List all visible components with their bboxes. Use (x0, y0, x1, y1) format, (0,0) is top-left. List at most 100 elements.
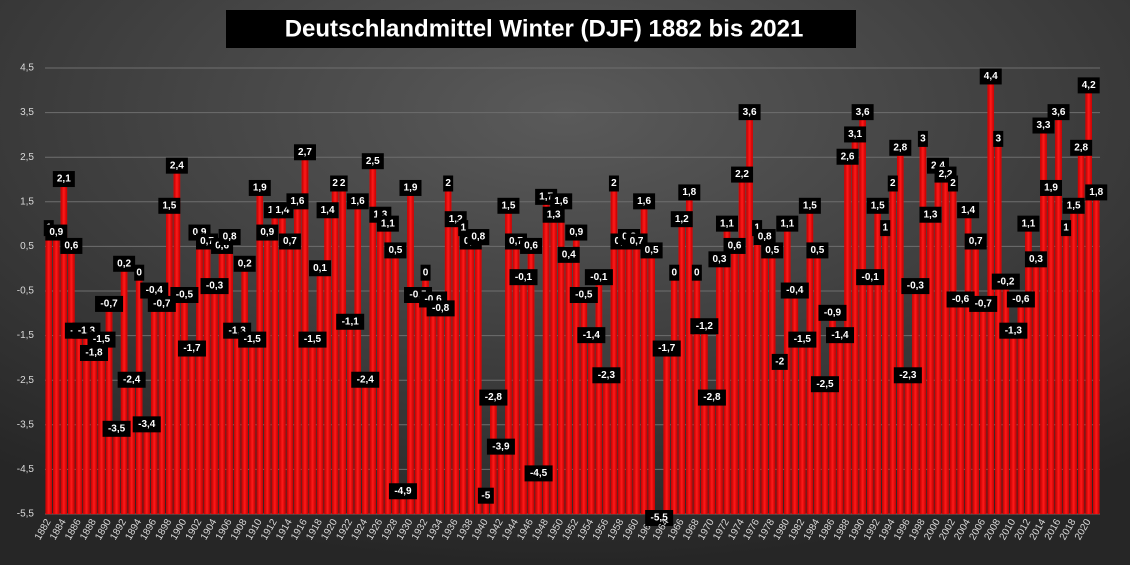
value-label: -1,5 (244, 334, 262, 345)
value-label: 0,9 (569, 227, 583, 238)
bar (407, 183, 414, 515)
value-label: 3,1 (848, 129, 862, 140)
value-label-box (608, 175, 619, 192)
chart-title: Deutschlandmittel Winter (DJF) 1882 bis … (285, 15, 804, 42)
value-label-box (731, 166, 754, 183)
bar (309, 335, 316, 515)
value-label-box (917, 130, 928, 147)
value-label-box (113, 255, 136, 272)
bar (248, 335, 256, 515)
value-label-box (376, 215, 399, 232)
value-label-box (1077, 77, 1100, 94)
bar (459, 223, 467, 515)
bar (196, 228, 203, 515)
bar (761, 232, 768, 515)
value-label-box (524, 465, 553, 482)
value-label-box (520, 237, 543, 254)
value-label: 3 (920, 134, 926, 145)
value-label: 2,7 (298, 147, 312, 158)
value-label: -0,1 (515, 272, 533, 283)
value-label: 1,8 (682, 187, 696, 198)
value-label-box (479, 389, 508, 406)
value-label-box (233, 255, 256, 272)
bar (836, 330, 844, 515)
value-label: 1,9 (253, 183, 267, 194)
bar (1047, 183, 1055, 515)
value-label-box (286, 193, 309, 210)
bar (949, 179, 957, 515)
value-label: -0,4 (786, 285, 804, 296)
value-label-box (1032, 117, 1055, 134)
value-label-box (771, 353, 788, 370)
value-label: -1,3 (1005, 325, 1023, 336)
value-label-box (670, 211, 693, 228)
value-label: -1,1 (342, 316, 360, 327)
value-label: 2,1 (57, 174, 71, 185)
value-label: 0,1 (313, 263, 327, 274)
labels: 188210,918842,10,61886-1,3-1,31888-1,8-1… (33, 68, 1108, 542)
bar (1092, 188, 1100, 515)
bar (859, 107, 866, 515)
value-label: 2,4 (170, 160, 184, 171)
value-label: 1,1 (780, 218, 794, 229)
value-label: 1 (754, 223, 760, 234)
bar (979, 299, 987, 515)
value-label-box (509, 269, 538, 286)
value-label: 1,5 (162, 200, 176, 211)
bar (987, 72, 995, 515)
value-label: 1,5 (803, 200, 817, 211)
bar (452, 215, 460, 515)
value-label: -1,4 (583, 330, 601, 341)
bar (226, 232, 233, 515)
value-label: 0,6 (215, 241, 229, 252)
value-label: 0,4 (562, 250, 576, 261)
bar (331, 179, 339, 515)
bar (603, 371, 610, 515)
value-label: 1,6 (637, 196, 651, 207)
y-tick-label: -1,5 (17, 330, 35, 341)
value-label-box (486, 438, 515, 455)
value-label: 2,2 (735, 169, 749, 180)
value-label: -1,5 (304, 334, 322, 345)
value-label-box (889, 139, 912, 156)
value-label: 1,2 (675, 214, 689, 225)
value-label-box (177, 340, 206, 357)
bar (384, 219, 392, 515)
bar (595, 273, 603, 515)
value-label: 1,7 (539, 192, 553, 203)
value-label: -0,7 (153, 299, 171, 310)
value-label: 1,4 (275, 205, 289, 216)
value-label-box (60, 237, 83, 254)
y-tick-label: 4,5 (20, 63, 34, 74)
value-label-box (336, 313, 365, 330)
value-label: -2,3 (899, 370, 917, 381)
value-label-box (87, 331, 116, 348)
bar (166, 201, 173, 515)
value-label: 2,2 (939, 169, 953, 180)
value-label-box (669, 264, 680, 281)
value-label: -1,5 (794, 334, 812, 345)
value-label: 1,3 (547, 209, 561, 220)
value-label-box (697, 389, 726, 406)
value-label-box (753, 229, 776, 246)
value-label: 2,8 (893, 142, 907, 153)
value-label: 2 (890, 178, 896, 189)
bar (557, 197, 565, 515)
bar (919, 134, 927, 515)
value-label-box (316, 202, 339, 219)
value-label-box (399, 179, 422, 196)
value-label-box (723, 237, 746, 254)
value-label-box (633, 193, 656, 210)
value-label: 1,3 (373, 209, 387, 220)
value-label: 0 (423, 267, 429, 278)
value-label: 0,5 (645, 245, 659, 256)
value-label: 1,5 (871, 200, 885, 211)
y-tick-label: 0,5 (20, 241, 34, 252)
y-tick-label: -2,5 (17, 375, 35, 386)
value-label-box (337, 175, 348, 192)
value-label: 0,8 (758, 232, 772, 243)
bar (263, 228, 271, 515)
value-label-box (95, 295, 124, 312)
value-label-box (788, 331, 817, 348)
bar (414, 290, 422, 515)
